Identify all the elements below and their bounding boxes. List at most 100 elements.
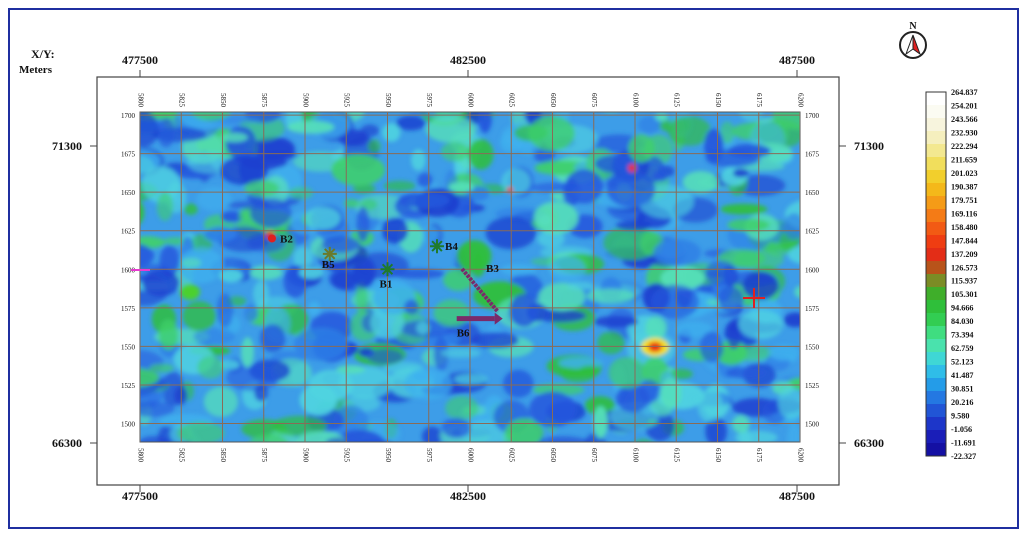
inner-x-tick-top-4: 5900 [301, 93, 309, 108]
inner-x-tick-top-8: 6000 [466, 93, 474, 108]
colorbar-swatch [926, 274, 946, 288]
inner-x-tick-top-5: 5925 [343, 93, 351, 108]
colorbar-swatch [926, 235, 946, 249]
inner-x-tick-top-0: 5800 [136, 93, 144, 108]
inner-x-tick-top-14: 6150 [714, 93, 722, 108]
inner-y-tick-right-2: 1650 [805, 189, 820, 197]
colorbar-label: 9.580 [951, 412, 969, 421]
inner-x-tick-bottom-4: 5900 [301, 448, 309, 463]
annotation-label-b4: B4 [445, 241, 458, 253]
inner-x-tick-bottom-8: 6000 [466, 448, 474, 463]
x-tick-bottom-1: 477500 [122, 489, 158, 503]
colorbar-label: 52.123 [951, 358, 974, 367]
grid-lines [140, 112, 800, 442]
colorbar-swatch [926, 170, 946, 184]
inner-x-tick-top-15: 6175 [755, 93, 763, 108]
inner-x-tick-bottom-14: 6150 [714, 448, 722, 463]
colorbar-swatch [926, 144, 946, 158]
inner-x-tick-bottom-10: 6050 [549, 448, 557, 463]
colorbar-swatch [926, 313, 946, 327]
inner-y-tick-left-4: 1600 [121, 266, 136, 274]
inner-y-tick-left-0: 1700 [121, 112, 136, 120]
colorbar-label: 73.394 [951, 331, 974, 340]
annotation-b6: B6 [456, 312, 503, 340]
colorbar-swatch [926, 131, 946, 145]
inner-x-tick-top-11: 6075 [590, 93, 598, 108]
inner-y-tick-left-5: 1575 [121, 305, 136, 313]
colorbar-swatch [926, 118, 946, 132]
colorbar-swatch [926, 105, 946, 119]
borehole-annotations: B1 B2 B3 B4 B5 B6 [268, 233, 503, 340]
colorbar-swatch [926, 352, 946, 366]
inner-x-tick-bottom-7: 5975 [425, 448, 433, 463]
colorbar-label: 126.573 [951, 263, 978, 272]
x-tick-top-2: 482500 [450, 53, 486, 67]
inner-x-tick-top-10: 6050 [549, 93, 557, 108]
colorbar-swatch [926, 183, 946, 197]
inner-y-tick-right-0: 1700 [805, 112, 820, 120]
inner-y-tick-right-1: 1675 [805, 151, 820, 159]
inner-x-tick-bottom-3: 5875 [260, 448, 268, 463]
outer-tick-marks [90, 70, 846, 492]
inner-tick-labels: 5800 5800 5825 5825 5850 5850 5875 5875 5900 5900… [121, 93, 820, 463]
inner-x-tick-top-16: 6200 [796, 93, 804, 108]
annotation-label-b5: B5 [322, 259, 335, 271]
y-tick-left-1: 71300 [52, 139, 82, 153]
inner-x-tick-top-13: 6125 [673, 93, 681, 108]
inner-x-tick-top-1: 5825 [178, 93, 186, 108]
colorbar-swatch [926, 326, 946, 340]
colorbar-swatch [926, 222, 946, 236]
colorbar-label: 179.751 [951, 196, 978, 205]
inner-y-tick-left-7: 1525 [121, 382, 136, 390]
inner-x-tick-top-2: 5850 [219, 93, 227, 108]
colorbar-label: 115.937 [951, 277, 977, 286]
inner-x-tick-bottom-9: 6025 [508, 448, 516, 463]
colorbar-label: 147.844 [951, 236, 978, 245]
annotation-b3: B3 [460, 263, 500, 314]
colorbar-swatch [926, 339, 946, 353]
colorbar-label: 254.201 [951, 102, 978, 111]
inner-y-tick-right-3: 1625 [805, 228, 820, 236]
annotation-label-b6: B6 [457, 328, 470, 340]
colorbar-label: 264.837 [951, 88, 978, 97]
north-arrow-icon: N [899, 21, 927, 59]
colorbar-label: -1.056 [951, 425, 972, 434]
colorbar-label: 169.116 [951, 209, 977, 218]
inner-y-tick-left-1: 1675 [121, 151, 136, 159]
colorbar-swatch [926, 248, 946, 262]
annotation-label-b1: B1 [380, 278, 393, 290]
colorbar-label: 211.659 [951, 155, 977, 164]
inner-y-tick-left-8: 1500 [121, 420, 136, 428]
axis-label: X/Y: [31, 47, 55, 61]
annotation-b2: B2 [268, 233, 293, 245]
inner-y-tick-right-7: 1525 [805, 382, 820, 390]
annotation-b5: B5 [322, 246, 337, 271]
north-label: N [909, 21, 917, 32]
x-tick-bottom-2: 482500 [450, 489, 486, 503]
colorbar-label: 84.030 [951, 317, 974, 326]
inner-x-tick-bottom-11: 6075 [590, 448, 598, 463]
inner-y-tick-right-6: 1550 [805, 343, 820, 351]
inner-x-tick-bottom-0: 5800 [136, 448, 144, 463]
inner-x-tick-top-12: 6100 [631, 93, 639, 108]
colorbar-label: 190.387 [951, 182, 978, 191]
x-tick-top-1: 477500 [122, 53, 158, 67]
colorbar-label: 94.666 [951, 304, 974, 313]
colorbar-swatch [926, 261, 946, 275]
colorbar-label: 158.480 [951, 223, 978, 232]
colorbar-label: 222.294 [951, 142, 978, 151]
colorbar-border [925, 91, 947, 457]
inner-x-tick-bottom-13: 6125 [673, 448, 681, 463]
inner-y-tick-right-5: 1575 [805, 305, 820, 313]
colorbar-label: 41.487 [951, 371, 974, 380]
colorbar-swatch [926, 157, 946, 171]
inner-x-tick-top-7: 5975 [425, 93, 433, 108]
colorbar-label: -11.691 [951, 439, 976, 448]
figure-border [8, 8, 1019, 529]
colorbar-label: 137.209 [951, 250, 978, 259]
colorbar-label: 105.301 [951, 290, 978, 299]
y-tick-left-2: 66300 [52, 436, 82, 450]
colorbar-swatch [926, 92, 946, 106]
